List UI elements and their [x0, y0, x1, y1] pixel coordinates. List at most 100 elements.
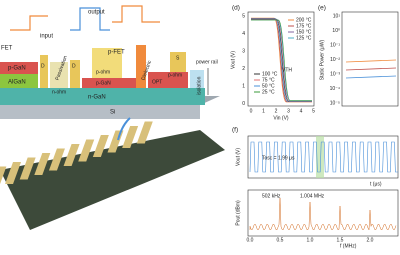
label: Si — [110, 110, 115, 116]
x-tick-label: 3 — [287, 108, 290, 114]
static-power-curves — [345, 59, 397, 79]
y-tick-label: 1 — [242, 83, 245, 89]
axis-label: Vin (V) — [273, 115, 289, 121]
pgan-block — [82, 78, 140, 88]
label: power rail — [196, 59, 218, 65]
pfet-block — [92, 48, 122, 78]
label: p-ohm — [96, 69, 110, 75]
plot-frame — [341, 11, 399, 107]
annotation: VTH — [282, 67, 292, 73]
plot-frame — [247, 11, 315, 107]
legend-label: 25 °C — [262, 89, 275, 95]
pad — [78, 139, 95, 162]
x-tick-label: 5 — [312, 108, 315, 114]
curve — [345, 67, 397, 71]
ticks: 0.0 0.5 1.0 1.5 2.0 — [247, 237, 374, 243]
label: input — [40, 34, 53, 40]
trace — [249, 197, 397, 231]
legend-label: 200 °C — [296, 17, 312, 23]
label: OPT — [152, 79, 162, 85]
x-tick-label: 0.0 — [247, 237, 254, 243]
pad — [5, 162, 22, 184]
x-tick-label: 1.0 — [307, 237, 314, 243]
annotation: 502 kHz — [262, 193, 281, 199]
arrow — [117, 117, 131, 141]
y-tick-label: 10⁻⁴ — [330, 86, 340, 92]
x-tick-label: 2 — [275, 108, 278, 114]
annotation: Tosc = 1.99 μs — [262, 155, 295, 161]
axis-label: t (μs) — [370, 181, 382, 187]
waveform — [70, 7, 110, 31]
pad — [136, 121, 153, 144]
label: p-GaN — [8, 66, 26, 72]
chip-photo — [0, 130, 225, 230]
contact — [40, 55, 48, 88]
chip-pads — [0, 121, 153, 189]
x-tick-label: 0 — [250, 108, 253, 114]
axis-label: Pout (dBm) — [235, 200, 241, 226]
pgan-block — [148, 72, 188, 88]
y-tick-label: 10⁻³ — [330, 71, 340, 77]
axis-label: Vout (V) — [230, 51, 236, 69]
axis-label: Vout (V) — [235, 148, 241, 166]
pad — [122, 126, 139, 148]
waveform — [10, 15, 48, 31]
contact — [170, 52, 186, 72]
axis-label: f (MHz) — [340, 243, 357, 249]
x-tick-label: 1 — [262, 108, 265, 114]
annotation: 1.004 MHz — [300, 193, 325, 199]
pad — [63, 144, 80, 166]
curve — [345, 59, 397, 63]
ngan-layer — [0, 88, 205, 105]
pad — [34, 153, 51, 175]
label: output — [88, 10, 105, 16]
label: p-FET — [108, 50, 125, 56]
highlight — [316, 136, 324, 178]
x-tick-label: 0.5 — [277, 237, 284, 243]
contact — [70, 60, 80, 88]
oscillation-trace — [249, 141, 399, 173]
legend-label: 150 °C — [296, 29, 312, 35]
label: n-ohm — [52, 89, 66, 95]
legend-label: 125 °C — [296, 35, 312, 41]
label: AlGaN — [8, 80, 26, 86]
legend-label: 175 °C — [296, 23, 312, 29]
pad — [19, 157, 36, 180]
label: p-ohm — [168, 72, 182, 78]
si-layer — [0, 105, 200, 119]
spectrum-trace — [249, 197, 397, 231]
curve — [345, 75, 397, 79]
pad — [92, 135, 109, 157]
y-tick-label: 10⁻² — [330, 57, 340, 63]
passivation-block — [50, 62, 68, 88]
x-tick-label: 4 — [300, 108, 303, 114]
label: S — [176, 55, 180, 61]
label: FET — [1, 46, 13, 52]
y-tick-label: 3 — [242, 48, 245, 54]
label: n-GaN — [88, 95, 106, 101]
panel-label: (e) — [318, 5, 326, 12]
panel-label: (d) — [232, 5, 240, 12]
ticks: 10¹ 10⁰ 10⁻¹ 10⁻² 10⁻³ 10⁻⁴ 10⁻⁵ — [330, 13, 341, 106]
legend-label: 75 °C — [262, 77, 275, 83]
label: D — [41, 63, 45, 69]
y-tick-label: 10¹ — [333, 13, 341, 19]
panel-label: (f) — [232, 127, 238, 134]
y-tick-label: 2 — [242, 66, 245, 72]
label: D — [72, 63, 76, 69]
y-tick-label: 10⁰ — [332, 28, 340, 34]
x-tick-label: 2.0 — [367, 237, 374, 243]
axis-label: Static Power (μW) — [319, 39, 325, 80]
pad — [0, 166, 7, 189]
dielectric-block — [136, 45, 146, 88]
y-tick-label: 10⁻⁵ — [330, 100, 340, 106]
y-tick-label: 0 — [242, 101, 245, 107]
legend-label: 100 °C — [262, 71, 278, 77]
y-tick-label: 5 — [242, 13, 245, 19]
algan-block — [0, 72, 38, 88]
device-schematic — [0, 5, 225, 230]
y-tick-label: 4 — [242, 31, 245, 37]
waveform — [112, 5, 160, 23]
